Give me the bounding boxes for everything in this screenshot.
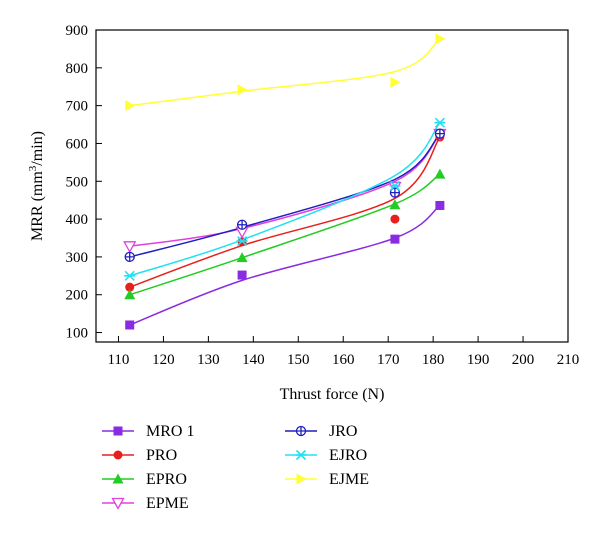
data-point-0-2 (390, 234, 400, 244)
legend-marker (112, 473, 124, 484)
series-markers (123, 33, 447, 330)
legend-marker (111, 497, 125, 510)
y-axis-title-main: MRR (mm (29, 171, 46, 241)
data-point-6-1 (237, 84, 248, 96)
legend-label: EPME (146, 495, 189, 512)
legend-label: MRO 1 (146, 423, 194, 440)
x-tick-label: 160 (332, 352, 355, 368)
data-point-2-0 (124, 289, 136, 300)
x-tick-label: 200 (512, 352, 535, 368)
data-point-5-1 (236, 235, 248, 247)
legend-marker (296, 473, 307, 485)
data-point-5-3 (434, 117, 446, 128)
legend: MRO 1 PRO EPRO EPME JRO EJRO EJME (102, 423, 369, 512)
y-tick-label: 700 (66, 99, 89, 115)
data-point-2-2 (389, 199, 401, 210)
series-line-2 (129, 173, 441, 296)
data-point-0-0 (125, 320, 135, 330)
legend-label: EJME (329, 471, 369, 488)
data-point-6-2 (390, 76, 401, 88)
legend-label: EPRO (146, 471, 187, 488)
data-point-0-1 (237, 270, 247, 280)
x-axis-title: Thrust force (N) (280, 386, 385, 403)
y-tick-label: 900 (66, 23, 89, 39)
data-point-4-1 (236, 219, 248, 230)
data-point-1-0 (125, 282, 135, 292)
x-tick-label: 150 (287, 352, 310, 368)
y-tick-label: 400 (66, 212, 89, 228)
x-tick-label: 140 (242, 352, 265, 368)
x-tick-label: 190 (467, 352, 490, 368)
legend-marker (113, 426, 123, 436)
y-tick-label: 600 (66, 136, 89, 152)
data-point-5-0 (124, 270, 136, 281)
legend-label: JRO (329, 423, 357, 440)
series-line-1 (129, 136, 441, 288)
y-axis-title: MRR (mm3/min) (27, 131, 46, 241)
x-tick-label: 110 (107, 352, 129, 368)
y-tick-label: 100 (66, 326, 89, 342)
series-line-4 (129, 133, 441, 258)
x-tick-label: 130 (197, 352, 220, 368)
data-point-1-2 (390, 214, 400, 224)
data-point-5-2 (389, 180, 401, 191)
series-lines (129, 38, 441, 326)
x-tick-label: 120 (152, 352, 175, 368)
data-point-0-3 (435, 200, 445, 210)
legend-marker (295, 425, 307, 437)
y-axis-title-superscript: 3 (27, 165, 39, 171)
data-point-2-1 (236, 252, 248, 263)
plot-frame (95, 29, 569, 343)
data-point-6-3 (435, 33, 446, 45)
axis-ticks (96, 29, 569, 342)
legend-label: EJRO (329, 447, 367, 464)
axis-tick-labels: 110 120 130 140 150 160 170 180 190 200 210 100 200 3… (66, 23, 580, 368)
data-point-4-2 (389, 187, 401, 198)
y-tick-label: 200 (66, 288, 89, 304)
y-tick-label: 500 (66, 174, 89, 190)
series-line-3 (129, 133, 441, 248)
y-axis-title-unit: /min) (29, 131, 46, 166)
legend-label: PRO (146, 447, 177, 464)
x-tick-label: 170 (377, 352, 400, 368)
data-point-4-0 (124, 251, 135, 263)
data-point-4-3 (434, 128, 446, 139)
y-tick-label: 800 (66, 61, 89, 77)
x-tick-label: 180 (422, 352, 445, 368)
legend-marker (295, 449, 307, 461)
data-point-3-0 (123, 241, 137, 254)
data-point-6-0 (125, 100, 136, 112)
y-tick-label: 300 (66, 250, 89, 266)
x-tick-label: 210 (557, 352, 580, 368)
series-line-0 (129, 204, 441, 326)
legend-marker (113, 450, 123, 460)
series-line-5 (129, 122, 441, 277)
data-point-2-3 (434, 168, 446, 179)
series-line-6 (129, 38, 441, 107)
